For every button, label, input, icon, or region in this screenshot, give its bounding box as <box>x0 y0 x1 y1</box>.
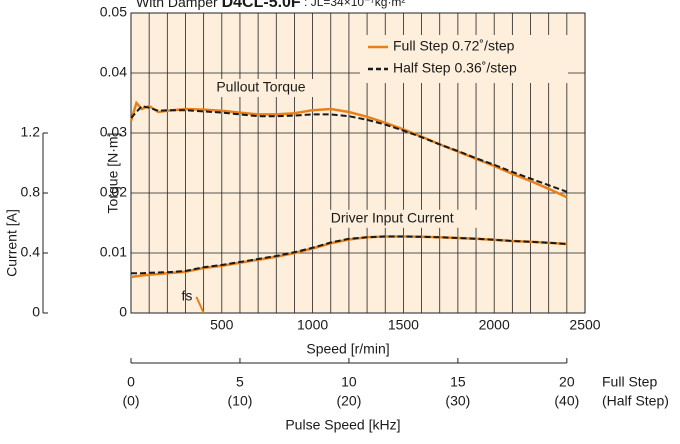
x-tick-label: 2500 <box>569 317 600 333</box>
series-line <box>130 104 568 193</box>
pulse-tick-label: 10 <box>341 374 357 390</box>
pulse-axis-label: Pulse Speed [kHz] <box>285 417 400 433</box>
x-tick-label: 500 <box>210 317 234 333</box>
y-tick-label: 0.04 <box>100 64 127 80</box>
pulse-half-tick-label: (40) <box>554 393 579 409</box>
y-tick-label: 0.02 <box>100 184 127 200</box>
annotation-bg <box>214 79 321 97</box>
chart-title: With Damper D4CL-5.0F : JL=34×10⁻⁷kg·m² <box>136 0 405 11</box>
y-tick-label: 0.05 <box>100 4 127 20</box>
series-line <box>131 235 567 275</box>
pulse-half-tick-label: (30) <box>445 393 470 409</box>
annotation: Pullout Torque <box>216 79 305 95</box>
title-suffix: : JL=34×10⁻⁷kg·m² <box>301 0 406 9</box>
legend-label: Full Step 0.72˚/step <box>393 38 515 54</box>
annotation-bg <box>328 209 481 228</box>
y2-tick-label: 0.8 <box>21 184 41 200</box>
y2-tick-label: 0.4 <box>21 244 41 260</box>
y-tick-label: 0 <box>119 304 127 320</box>
fs-line <box>195 296 205 314</box>
title-model: D4CL-5.0F <box>222 0 301 11</box>
plot-frame <box>130 12 586 314</box>
pulse-tick-label: 20 <box>559 374 575 390</box>
pulse-full-label: Full Step <box>602 374 657 390</box>
pulse-tick-label: 5 <box>236 374 244 390</box>
title-prefix: With Damper <box>136 0 222 10</box>
pulse-tick-label: 15 <box>450 374 466 390</box>
legend-box <box>360 35 568 83</box>
x-tick-label: 1500 <box>388 317 419 333</box>
pulse-tick-label: 0 <box>127 374 135 390</box>
pulse-half-tick-label: (20) <box>336 393 361 409</box>
y-tick-label: 0.01 <box>100 244 127 260</box>
legend-label: Half Step 0.36˚/step <box>393 60 517 76</box>
pulse-half-tick-label: (0) <box>122 393 139 409</box>
y2-tick-label: 1.2 <box>21 124 41 140</box>
pulse-half-label: (Half Step) <box>602 393 669 409</box>
x-tick-label: 2000 <box>479 317 510 333</box>
pulse-half-tick-label: (10) <box>228 393 253 409</box>
y2-axis-label: Current [A] <box>4 209 20 277</box>
y-axis-label: Torque [N·m] <box>105 133 121 214</box>
fs-label: fs <box>181 288 192 304</box>
x-axis-label: Speed [r/min] <box>306 341 389 357</box>
annotation: Driver Input Current <box>331 210 454 226</box>
x-tick-label: 1000 <box>297 317 328 333</box>
y-tick-label: 0.03 <box>100 124 127 140</box>
y2-tick-label: 0 <box>32 304 40 320</box>
